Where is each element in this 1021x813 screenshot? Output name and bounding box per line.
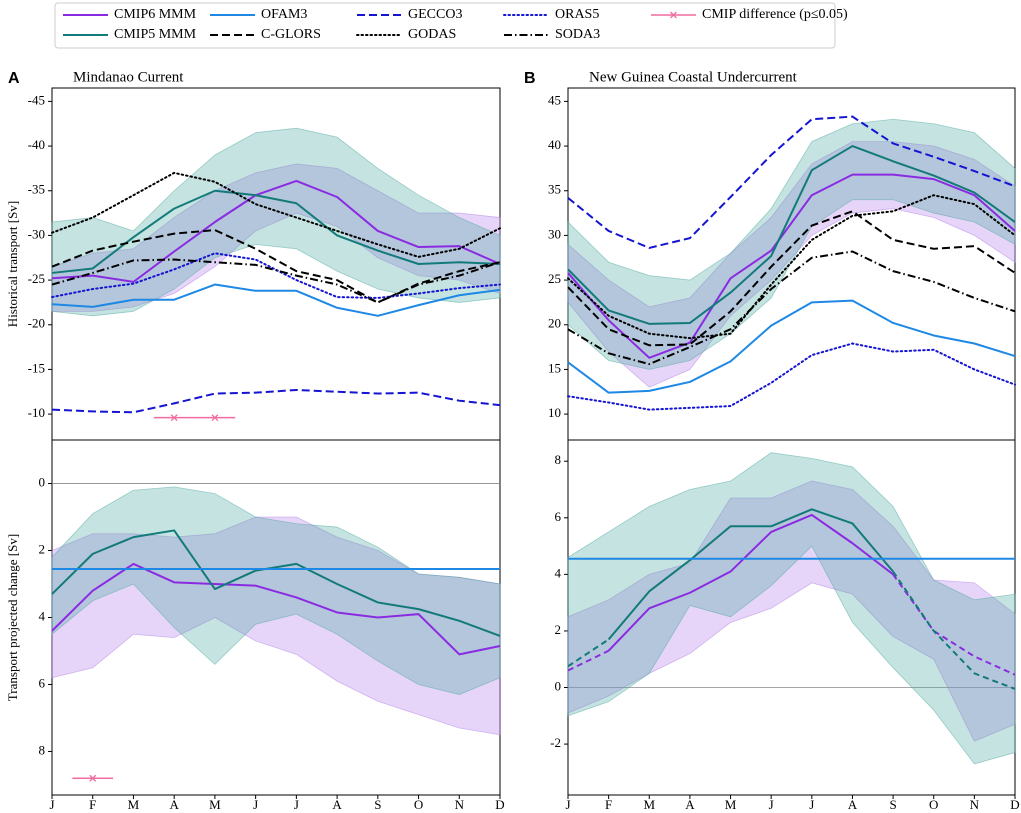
y-tick-label: 30 bbox=[548, 226, 561, 241]
series-line bbox=[51, 229, 501, 304]
y-tick-label: 6 bbox=[555, 509, 562, 524]
y-tick-label: -15 bbox=[28, 360, 45, 375]
series-line bbox=[892, 573, 1016, 676]
x-tick-label: A bbox=[332, 797, 342, 812]
significance-marker bbox=[211, 414, 219, 422]
y-tick-label: 2 bbox=[39, 542, 46, 557]
y-tick-label: -10 bbox=[28, 405, 45, 420]
x-tick-label: A bbox=[169, 797, 179, 812]
y-tick-label: -40 bbox=[28, 137, 45, 152]
legend-label: GECCO3 bbox=[408, 7, 462, 22]
y-tick-label: 10 bbox=[548, 405, 561, 420]
legend-label: CMIP5 MMM bbox=[114, 27, 197, 42]
panel-title: New Guinea Coastal Undercurrent bbox=[589, 69, 798, 85]
y-tick-label: 0 bbox=[39, 475, 46, 490]
range-band bbox=[567, 118, 1016, 370]
legend-label: GODAS bbox=[408, 27, 456, 42]
y-tick-label: 4 bbox=[39, 608, 46, 623]
x-tick-label: A bbox=[685, 797, 695, 812]
x-tick-label: S bbox=[374, 797, 381, 812]
x-tick-label: F bbox=[89, 797, 96, 812]
panel-title: Mindanao Current bbox=[73, 69, 184, 85]
x-tick-label: N bbox=[970, 797, 980, 812]
y-tick-label: -45 bbox=[28, 92, 45, 107]
series-line bbox=[51, 529, 501, 637]
series-line bbox=[51, 171, 501, 258]
y-tick-label: 6 bbox=[39, 675, 46, 690]
y-tick-label: 8 bbox=[39, 742, 46, 757]
y-tick-label: 40 bbox=[548, 137, 561, 152]
x-tick-label: J bbox=[49, 797, 54, 812]
y-tick-label: 35 bbox=[548, 182, 561, 197]
y-tick-label: 2 bbox=[555, 622, 562, 637]
series-line bbox=[51, 283, 501, 317]
legend-label: OFAM3 bbox=[261, 7, 307, 22]
legend-label: C-GLORS bbox=[261, 27, 321, 42]
series-line bbox=[892, 570, 1016, 690]
x-tick-label: O bbox=[414, 797, 423, 812]
range-band bbox=[51, 127, 501, 317]
y-tick-label: 4 bbox=[555, 565, 562, 580]
y-tick-label: 8 bbox=[555, 452, 562, 467]
x-tick-label: J bbox=[253, 797, 258, 812]
series-line bbox=[567, 173, 1016, 359]
range-band bbox=[567, 452, 1016, 765]
x-tick-label: A bbox=[848, 797, 858, 812]
legend-label: CMIP6 MMM bbox=[114, 7, 197, 22]
series-line bbox=[567, 250, 1016, 366]
x-tick-label: J bbox=[809, 797, 814, 812]
y-axis-label: Transport projected change [Sv] bbox=[5, 534, 20, 701]
significance-marker bbox=[170, 414, 178, 422]
y-tick-label: -2 bbox=[550, 735, 561, 750]
y-axis-label: Historical transport [Sv] bbox=[5, 201, 20, 327]
series-line bbox=[51, 258, 501, 304]
x-tick-label: D bbox=[1010, 797, 1019, 812]
series-line bbox=[51, 179, 501, 283]
x-tick-label: M bbox=[643, 797, 655, 812]
series-line bbox=[567, 145, 1016, 325]
y-tick-label: 45 bbox=[548, 92, 561, 107]
series-line bbox=[567, 638, 610, 668]
y-tick-label: -30 bbox=[28, 226, 45, 241]
x-tick-label: J bbox=[294, 797, 299, 812]
y-tick-label: 0 bbox=[555, 678, 562, 693]
x-tick-label: S bbox=[889, 797, 896, 812]
series-line bbox=[607, 508, 894, 641]
panel-label: B bbox=[524, 70, 536, 87]
legend-label: ORAS5 bbox=[555, 7, 599, 22]
series-line bbox=[567, 194, 1016, 340]
y-tick-label: 20 bbox=[548, 316, 561, 331]
x-tick-label: D bbox=[495, 797, 504, 812]
y-tick-label: -20 bbox=[28, 316, 45, 331]
panel-label: A bbox=[8, 70, 20, 87]
y-tick-label: 25 bbox=[548, 271, 561, 286]
x-tick-label: M bbox=[209, 797, 221, 812]
y-tick-label: -25 bbox=[28, 271, 45, 286]
x-tick-label: F bbox=[605, 797, 612, 812]
x-tick-label: O bbox=[929, 797, 938, 812]
legend-marker bbox=[670, 11, 677, 19]
y-tick-label: 15 bbox=[548, 360, 561, 375]
series-line bbox=[567, 649, 610, 672]
series-line bbox=[567, 342, 1016, 411]
x-tick-label: M bbox=[725, 797, 737, 812]
legend-label: CMIP difference (p≤0.05) bbox=[702, 7, 848, 22]
significance-marker bbox=[89, 774, 97, 782]
series-line bbox=[567, 115, 1016, 249]
series-line bbox=[607, 513, 894, 652]
x-tick-label: J bbox=[769, 797, 774, 812]
series-line bbox=[567, 299, 1016, 394]
x-tick-label: M bbox=[128, 797, 140, 812]
y-tick-label: -35 bbox=[28, 182, 45, 197]
x-tick-label: N bbox=[455, 797, 465, 812]
x-tick-label: J bbox=[565, 797, 570, 812]
legend-label: SODA3 bbox=[555, 27, 600, 42]
series-line bbox=[51, 388, 501, 414]
